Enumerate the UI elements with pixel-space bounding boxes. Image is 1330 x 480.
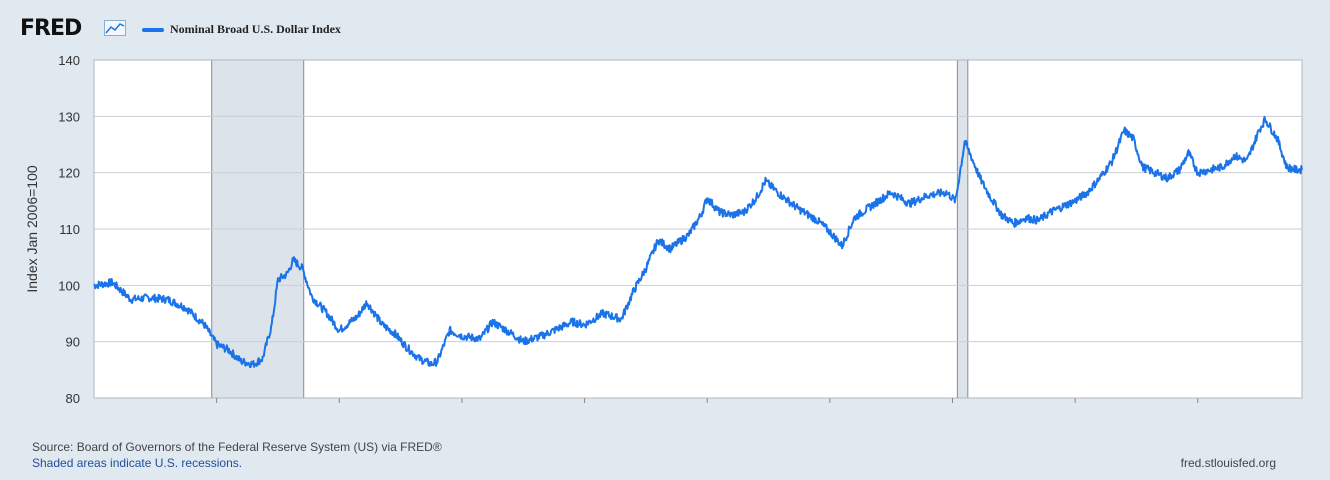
series-lines xyxy=(93,115,1303,369)
series-line xyxy=(93,115,1303,369)
x-tick-label: 2024 xyxy=(1183,408,1212,410)
legend-label: Nominal Broad U.S. Dollar Index xyxy=(170,22,341,36)
fred-url[interactable]: fred.stlouisfed.org xyxy=(1180,456,1276,470)
x-tick-label: 2010 xyxy=(325,408,354,410)
trend-line-icon xyxy=(104,20,126,36)
x-tick-label: 2020 xyxy=(938,408,967,410)
source-note: Source: Board of Governors of the Federa… xyxy=(32,440,442,454)
legend-swatch xyxy=(142,27,164,32)
plot-frame xyxy=(93,59,1303,399)
y-axis-label: Index Jan 2006=100 xyxy=(24,165,40,292)
tick-labels: 80 90 100 110 120 130 140 2008 2010 2012 2014 2016 2… xyxy=(58,53,1212,410)
y-tick-label: 90 xyxy=(66,335,80,350)
chart-figure: FRED Nominal Broad U.S. Dollar Index 80 9… xyxy=(10,10,1320,470)
y-tick-label: 80 xyxy=(66,391,80,406)
x-tick-label: 2016 xyxy=(693,408,722,410)
y-tick-label: 110 xyxy=(59,222,80,237)
chart-legend: Nominal Broad U.S. Dollar Index xyxy=(142,22,341,37)
y-tick-label: 120 xyxy=(58,166,80,181)
gridlines xyxy=(93,59,1303,403)
y-tick-label: 140 xyxy=(58,53,80,68)
x-tick-label: 2014 xyxy=(570,408,599,410)
x-tick-label: 2022 xyxy=(1061,408,1090,410)
x-tick-label: 2018 xyxy=(815,408,844,410)
fred-logo[interactable]: FRED xyxy=(20,16,82,41)
recession-note[interactable]: Shaded areas indicate U.S. recessions. xyxy=(32,456,243,470)
plot-area: 80 90 100 110 120 130 140 2008 2010 2012 2014 2016 2… xyxy=(24,53,1303,410)
y-tick-label: 100 xyxy=(58,278,80,293)
x-tick-label: 2012 xyxy=(447,408,476,410)
y-tick-label: 130 xyxy=(58,109,80,124)
x-tick-label: 2008 xyxy=(202,408,231,410)
